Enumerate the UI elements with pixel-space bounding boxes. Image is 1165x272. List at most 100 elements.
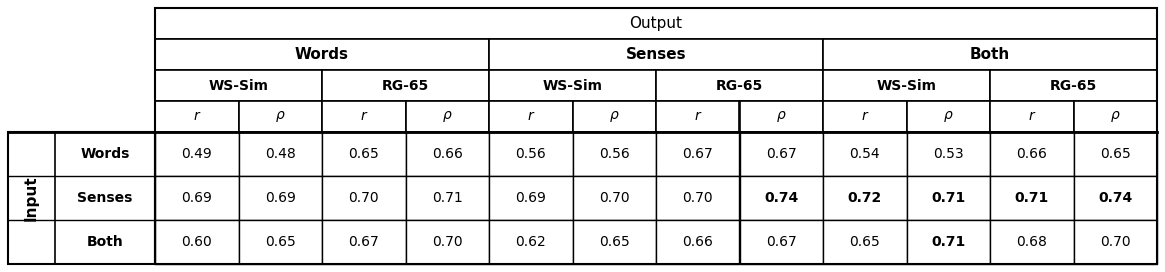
Bar bbox=[405, 132, 489, 176]
Bar bbox=[906, 101, 990, 132]
Bar bbox=[489, 220, 572, 264]
Bar bbox=[656, 220, 740, 264]
Bar bbox=[990, 220, 1073, 264]
Bar bbox=[489, 70, 656, 101]
Bar bbox=[656, 132, 740, 176]
Bar bbox=[822, 176, 906, 220]
Bar bbox=[822, 220, 906, 264]
Bar bbox=[572, 220, 656, 264]
Text: 0.54: 0.54 bbox=[849, 147, 880, 161]
Text: Input: Input bbox=[24, 175, 38, 221]
Bar bbox=[740, 101, 822, 132]
Text: 0.74: 0.74 bbox=[1099, 191, 1132, 205]
Text: 0.72: 0.72 bbox=[848, 191, 882, 205]
Bar bbox=[489, 132, 572, 176]
Bar bbox=[322, 220, 405, 264]
Text: WS-Sim: WS-Sim bbox=[209, 79, 268, 92]
Bar bbox=[155, 8, 1157, 264]
Bar bbox=[322, 176, 405, 220]
Text: 0.68: 0.68 bbox=[1016, 235, 1047, 249]
Bar bbox=[906, 176, 990, 220]
Text: 0.65: 0.65 bbox=[348, 147, 379, 161]
Bar bbox=[1073, 176, 1157, 220]
Text: 0.67: 0.67 bbox=[765, 235, 797, 249]
Bar bbox=[239, 101, 322, 132]
Text: 0.70: 0.70 bbox=[1100, 235, 1130, 249]
Bar bbox=[822, 39, 1157, 70]
Bar bbox=[990, 176, 1073, 220]
Bar bbox=[990, 101, 1073, 132]
Text: $\rho$: $\rho$ bbox=[275, 109, 285, 124]
Bar bbox=[822, 132, 906, 176]
Bar bbox=[155, 39, 489, 70]
Text: 0.49: 0.49 bbox=[182, 147, 212, 161]
Bar bbox=[155, 176, 239, 220]
Bar bbox=[572, 132, 656, 176]
Text: 0.56: 0.56 bbox=[599, 147, 629, 161]
Text: $\rho$: $\rho$ bbox=[942, 109, 954, 124]
Text: Senses: Senses bbox=[626, 47, 686, 62]
Text: Both: Both bbox=[86, 235, 123, 249]
Text: 0.53: 0.53 bbox=[933, 147, 963, 161]
Text: 0.70: 0.70 bbox=[348, 191, 379, 205]
Bar bbox=[489, 176, 572, 220]
Bar bbox=[990, 132, 1073, 176]
Bar bbox=[1073, 220, 1157, 264]
Bar bbox=[740, 132, 822, 176]
Text: 0.62: 0.62 bbox=[515, 235, 546, 249]
Text: 0.70: 0.70 bbox=[683, 191, 713, 205]
Text: RG-65: RG-65 bbox=[1050, 79, 1097, 92]
Text: 0.69: 0.69 bbox=[182, 191, 212, 205]
Text: 0.71: 0.71 bbox=[432, 191, 463, 205]
Text: Words: Words bbox=[295, 47, 350, 62]
Text: 0.65: 0.65 bbox=[1100, 147, 1130, 161]
Bar bbox=[405, 220, 489, 264]
Bar bbox=[489, 39, 822, 70]
Text: $r$: $r$ bbox=[360, 110, 368, 123]
Text: 0.71: 0.71 bbox=[1015, 191, 1048, 205]
Text: Senses: Senses bbox=[77, 191, 133, 205]
Text: $r$: $r$ bbox=[527, 110, 535, 123]
Text: 0.71: 0.71 bbox=[931, 235, 966, 249]
Text: RG-65: RG-65 bbox=[382, 79, 429, 92]
Text: $r$: $r$ bbox=[693, 110, 702, 123]
Bar bbox=[8, 132, 155, 264]
Text: 0.65: 0.65 bbox=[849, 235, 880, 249]
Bar bbox=[656, 101, 740, 132]
Text: $\rho$: $\rho$ bbox=[776, 109, 786, 124]
Text: $\rho$: $\rho$ bbox=[1110, 109, 1121, 124]
Bar bbox=[1073, 132, 1157, 176]
Bar bbox=[239, 176, 322, 220]
Bar bbox=[656, 176, 740, 220]
Text: 0.67: 0.67 bbox=[765, 147, 797, 161]
Bar bbox=[322, 70, 489, 101]
Bar bbox=[239, 132, 322, 176]
Bar bbox=[155, 70, 322, 101]
Text: $r$: $r$ bbox=[1028, 110, 1036, 123]
Bar bbox=[740, 176, 822, 220]
Bar bbox=[822, 70, 990, 101]
Text: Words: Words bbox=[80, 147, 129, 161]
Bar bbox=[489, 101, 572, 132]
Bar bbox=[906, 220, 990, 264]
Bar bbox=[155, 8, 1157, 39]
Text: 0.70: 0.70 bbox=[432, 235, 463, 249]
Bar bbox=[155, 220, 239, 264]
Text: $\rho$: $\rho$ bbox=[442, 109, 452, 124]
Bar bbox=[322, 132, 405, 176]
Bar bbox=[322, 101, 405, 132]
Bar bbox=[1073, 101, 1157, 132]
Bar bbox=[405, 176, 489, 220]
Text: $r$: $r$ bbox=[192, 110, 200, 123]
Text: 0.74: 0.74 bbox=[764, 191, 798, 205]
Text: 0.69: 0.69 bbox=[515, 191, 546, 205]
Bar bbox=[740, 220, 822, 264]
Bar bbox=[656, 70, 822, 101]
Bar bbox=[239, 220, 322, 264]
Text: Output: Output bbox=[629, 16, 683, 31]
Text: WS-Sim: WS-Sim bbox=[543, 79, 602, 92]
Bar bbox=[572, 176, 656, 220]
Text: 0.66: 0.66 bbox=[1016, 147, 1047, 161]
Text: 0.70: 0.70 bbox=[599, 191, 629, 205]
Text: 0.48: 0.48 bbox=[264, 147, 296, 161]
